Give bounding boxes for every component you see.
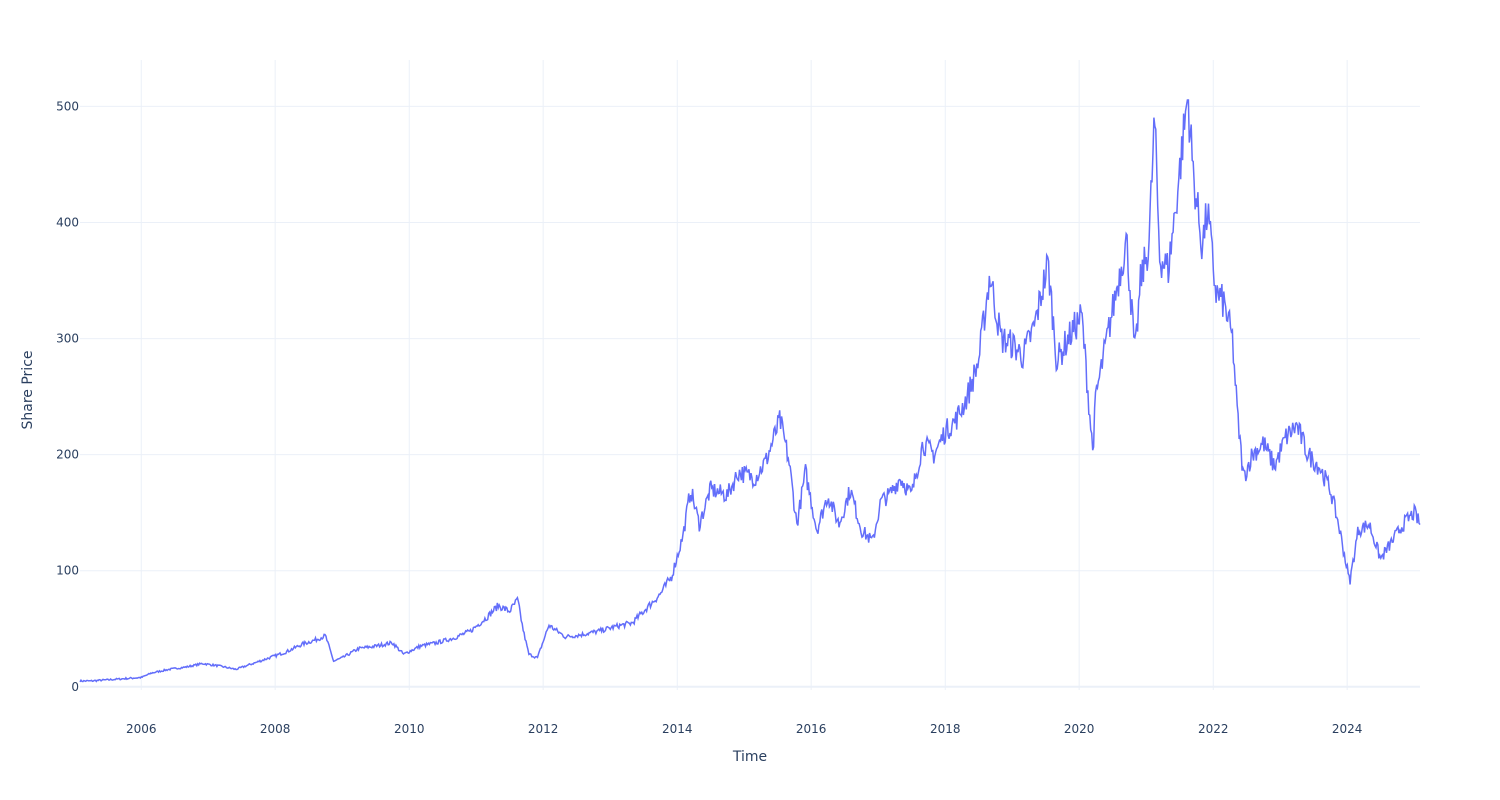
x-gridlines <box>140 60 1348 690</box>
y-tick-label: 300 <box>56 332 79 346</box>
x-tick-labels: 2006 2008 2010 2012 2014 2016 2018 2020 2022 2024 <box>126 722 1362 736</box>
x-tick-label: 2014 <box>662 722 693 736</box>
x-tick-label: 2008 <box>260 722 291 736</box>
y-tick-label: 400 <box>56 216 79 230</box>
y-tick-label: 0 <box>71 680 79 694</box>
y-tick-label: 100 <box>56 564 79 578</box>
x-tick-label: 2022 <box>1198 722 1229 736</box>
y-axis-title: Share Price <box>20 350 36 429</box>
x-tick-label: 2020 <box>1064 722 1095 736</box>
x-tick-label: 2018 <box>930 722 961 736</box>
y-gridlines <box>80 105 1420 572</box>
y-tick-labels: 0 100 200 300 400 500 <box>56 99 79 693</box>
x-tick-label: 2024 <box>1332 722 1363 736</box>
x-axis-title: Time <box>732 749 767 765</box>
x-tick-label: 2006 <box>126 722 157 736</box>
y-tick-label: 200 <box>56 448 79 462</box>
share-price-line <box>79 99 1421 683</box>
x-tick-label: 2010 <box>394 722 425 736</box>
x-tick-label: 2016 <box>796 722 827 736</box>
y-tick-label: 500 <box>56 99 79 113</box>
x-tick-label: 2012 <box>528 722 559 736</box>
